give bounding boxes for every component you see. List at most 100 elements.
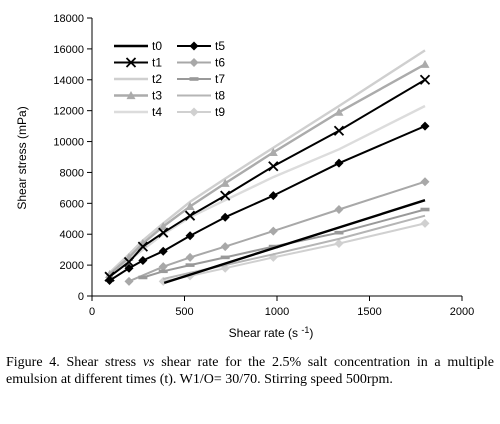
x-axis-label-superscript: -1 xyxy=(301,325,309,335)
data-point-t1 xyxy=(419,74,431,85)
series-t2 xyxy=(108,49,426,274)
data-point-t7 xyxy=(420,207,430,212)
series-t7 xyxy=(138,207,430,280)
caption-prefix: Figure 4. Shear stress xyxy=(6,355,143,370)
data-point-t5 xyxy=(334,158,344,168)
data-point-t7 xyxy=(185,263,195,267)
legend-label-t9: t9 xyxy=(215,105,225,119)
data-point-t6 xyxy=(220,242,230,252)
legend-item-t6: t6 xyxy=(177,56,225,70)
legend-label-t4: t4 xyxy=(152,105,162,119)
legend-item-t1: t1 xyxy=(114,56,162,70)
chart: 0200040006000800010000120001400016000180… xyxy=(15,13,474,340)
data-point-t1 xyxy=(184,210,196,221)
y-tick-label: 10000 xyxy=(53,137,84,149)
caption-italic: vs xyxy=(142,355,155,370)
series-t9 xyxy=(158,218,430,286)
data-point-t7 xyxy=(138,275,148,280)
legend-marker-t3 xyxy=(126,91,136,100)
series-line-t2 xyxy=(108,49,426,274)
legend-label-t3: t3 xyxy=(152,89,162,103)
y-tick-label: 0 xyxy=(78,291,84,303)
legend: t0 t1 t2 t3 t4 t5 t6 t7 t8 t9 xyxy=(114,39,225,119)
data-point-t6 xyxy=(158,262,168,272)
legend-item-t0: t0 xyxy=(114,39,162,53)
legend-marker-t7 xyxy=(189,77,199,81)
data-point-t3 xyxy=(158,222,168,231)
y-tick-label: 6000 xyxy=(60,198,84,210)
axes: 0200040006000800010000120001400016000180… xyxy=(53,13,474,318)
figure-caption: Figure 4. Shear stress vs shear rate for… xyxy=(6,354,494,388)
legend-label-t8: t8 xyxy=(215,89,225,103)
data-point-t1 xyxy=(268,161,279,172)
data-point-t7 xyxy=(268,244,278,249)
data-point-t3 xyxy=(220,178,230,187)
legend-marker-t9 xyxy=(189,107,199,117)
legend-item-t5: t5 xyxy=(177,39,225,53)
legend-marker-t6 xyxy=(189,58,199,67)
x-tick-label: 0 xyxy=(89,306,95,318)
x-axis-label-text: Shear rate (s xyxy=(229,326,302,340)
data-point-t3 xyxy=(334,107,344,116)
y-tick-label: 8000 xyxy=(60,167,84,179)
legend-label-t0: t0 xyxy=(152,39,162,53)
y-axis-label: Shear stress (mPa) xyxy=(15,106,29,209)
series-t1 xyxy=(104,74,431,282)
x-tick-label: 1500 xyxy=(357,306,381,318)
data-point-t6 xyxy=(420,177,430,187)
x-axis-label-close: ) xyxy=(309,326,313,340)
data-point-t5 xyxy=(138,255,148,265)
data-point-t9 xyxy=(334,238,344,248)
data-point-t1 xyxy=(333,125,345,136)
data-point-t6 xyxy=(185,252,195,262)
x-tick-label: 500 xyxy=(175,306,193,318)
legend-item-t8: t8 xyxy=(177,89,225,103)
y-tick-label: 12000 xyxy=(53,106,84,118)
legend-label-t6: t6 xyxy=(215,56,225,70)
series-line-t9 xyxy=(163,222,426,283)
legend-item-t3: t3 xyxy=(114,89,162,103)
y-tick-label: 14000 xyxy=(53,75,84,87)
legend-label-t5: t5 xyxy=(215,39,225,53)
x-tick-label: 1000 xyxy=(265,306,289,318)
data-point-t5 xyxy=(185,231,195,241)
y-tick-label: 18000 xyxy=(53,13,84,25)
data-point-t6 xyxy=(268,226,278,236)
series-line-t5 xyxy=(109,125,426,282)
legend-label-t1: t1 xyxy=(152,56,162,70)
x-tick-label: 2000 xyxy=(450,306,474,318)
legend-marker-t5 xyxy=(189,41,199,51)
y-tick-label: 16000 xyxy=(53,44,84,56)
data-point-t7 xyxy=(158,269,168,274)
data-point-t5 xyxy=(420,121,430,131)
legend-label-t2: t2 xyxy=(152,72,162,86)
legend-item-t2: t2 xyxy=(114,72,162,86)
legend-item-t7: t7 xyxy=(177,72,225,86)
data-point-t5 xyxy=(124,263,134,273)
data-point-t6 xyxy=(334,205,344,215)
series-t5 xyxy=(105,121,430,286)
data-point-t3 xyxy=(185,201,195,211)
data-point-t7 xyxy=(220,255,230,260)
legend-item-t9: t9 xyxy=(177,105,225,119)
y-tick-label: 2000 xyxy=(60,260,84,272)
data-point-t3 xyxy=(268,147,278,156)
y-tick-label: 4000 xyxy=(60,229,84,241)
data-point-t5 xyxy=(268,191,278,201)
data-point-t5 xyxy=(158,246,168,256)
data-point-t3 xyxy=(420,59,430,68)
data-point-t6 xyxy=(124,276,134,286)
series-t8 xyxy=(162,214,426,280)
data-point-t1 xyxy=(123,256,135,268)
data-point-t1 xyxy=(158,227,169,238)
caption-suffix: shear rate for the 2.5% salt concentrati… xyxy=(6,355,494,387)
series-line-t0 xyxy=(163,199,426,285)
series-layer xyxy=(104,49,431,286)
series-line-t8 xyxy=(162,214,426,280)
data-point-t7 xyxy=(334,230,344,235)
x-axis-label: Shear rate (s -1) xyxy=(229,325,314,340)
data-point-t1 xyxy=(220,190,231,201)
legend-label-t7: t7 xyxy=(215,72,225,86)
series-t6 xyxy=(124,177,430,286)
legend-marker-t1 xyxy=(125,57,137,68)
